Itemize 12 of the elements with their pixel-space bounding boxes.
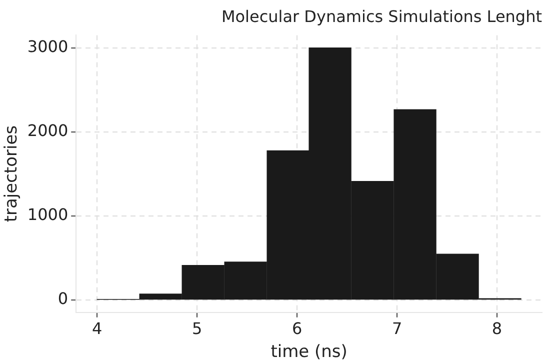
chart-title: Molecular Dynamics Simulations Lenght xyxy=(221,6,542,26)
x-axis-title: time (ns) xyxy=(270,342,348,362)
y-axis-title: trajectories xyxy=(2,125,22,222)
y-tick-label: 1000 xyxy=(27,204,68,224)
x-tick-label: 8 xyxy=(492,319,502,338)
x-tick-label: 6 xyxy=(292,319,302,338)
x-tick-label: 5 xyxy=(192,319,202,338)
y-tick-label: 3000 xyxy=(27,36,68,56)
x-tick-label: 7 xyxy=(392,319,402,338)
y-tick-label: 0 xyxy=(58,288,68,308)
x-tick-label: 4 xyxy=(92,319,102,338)
y-tick-label: 2000 xyxy=(27,120,68,140)
